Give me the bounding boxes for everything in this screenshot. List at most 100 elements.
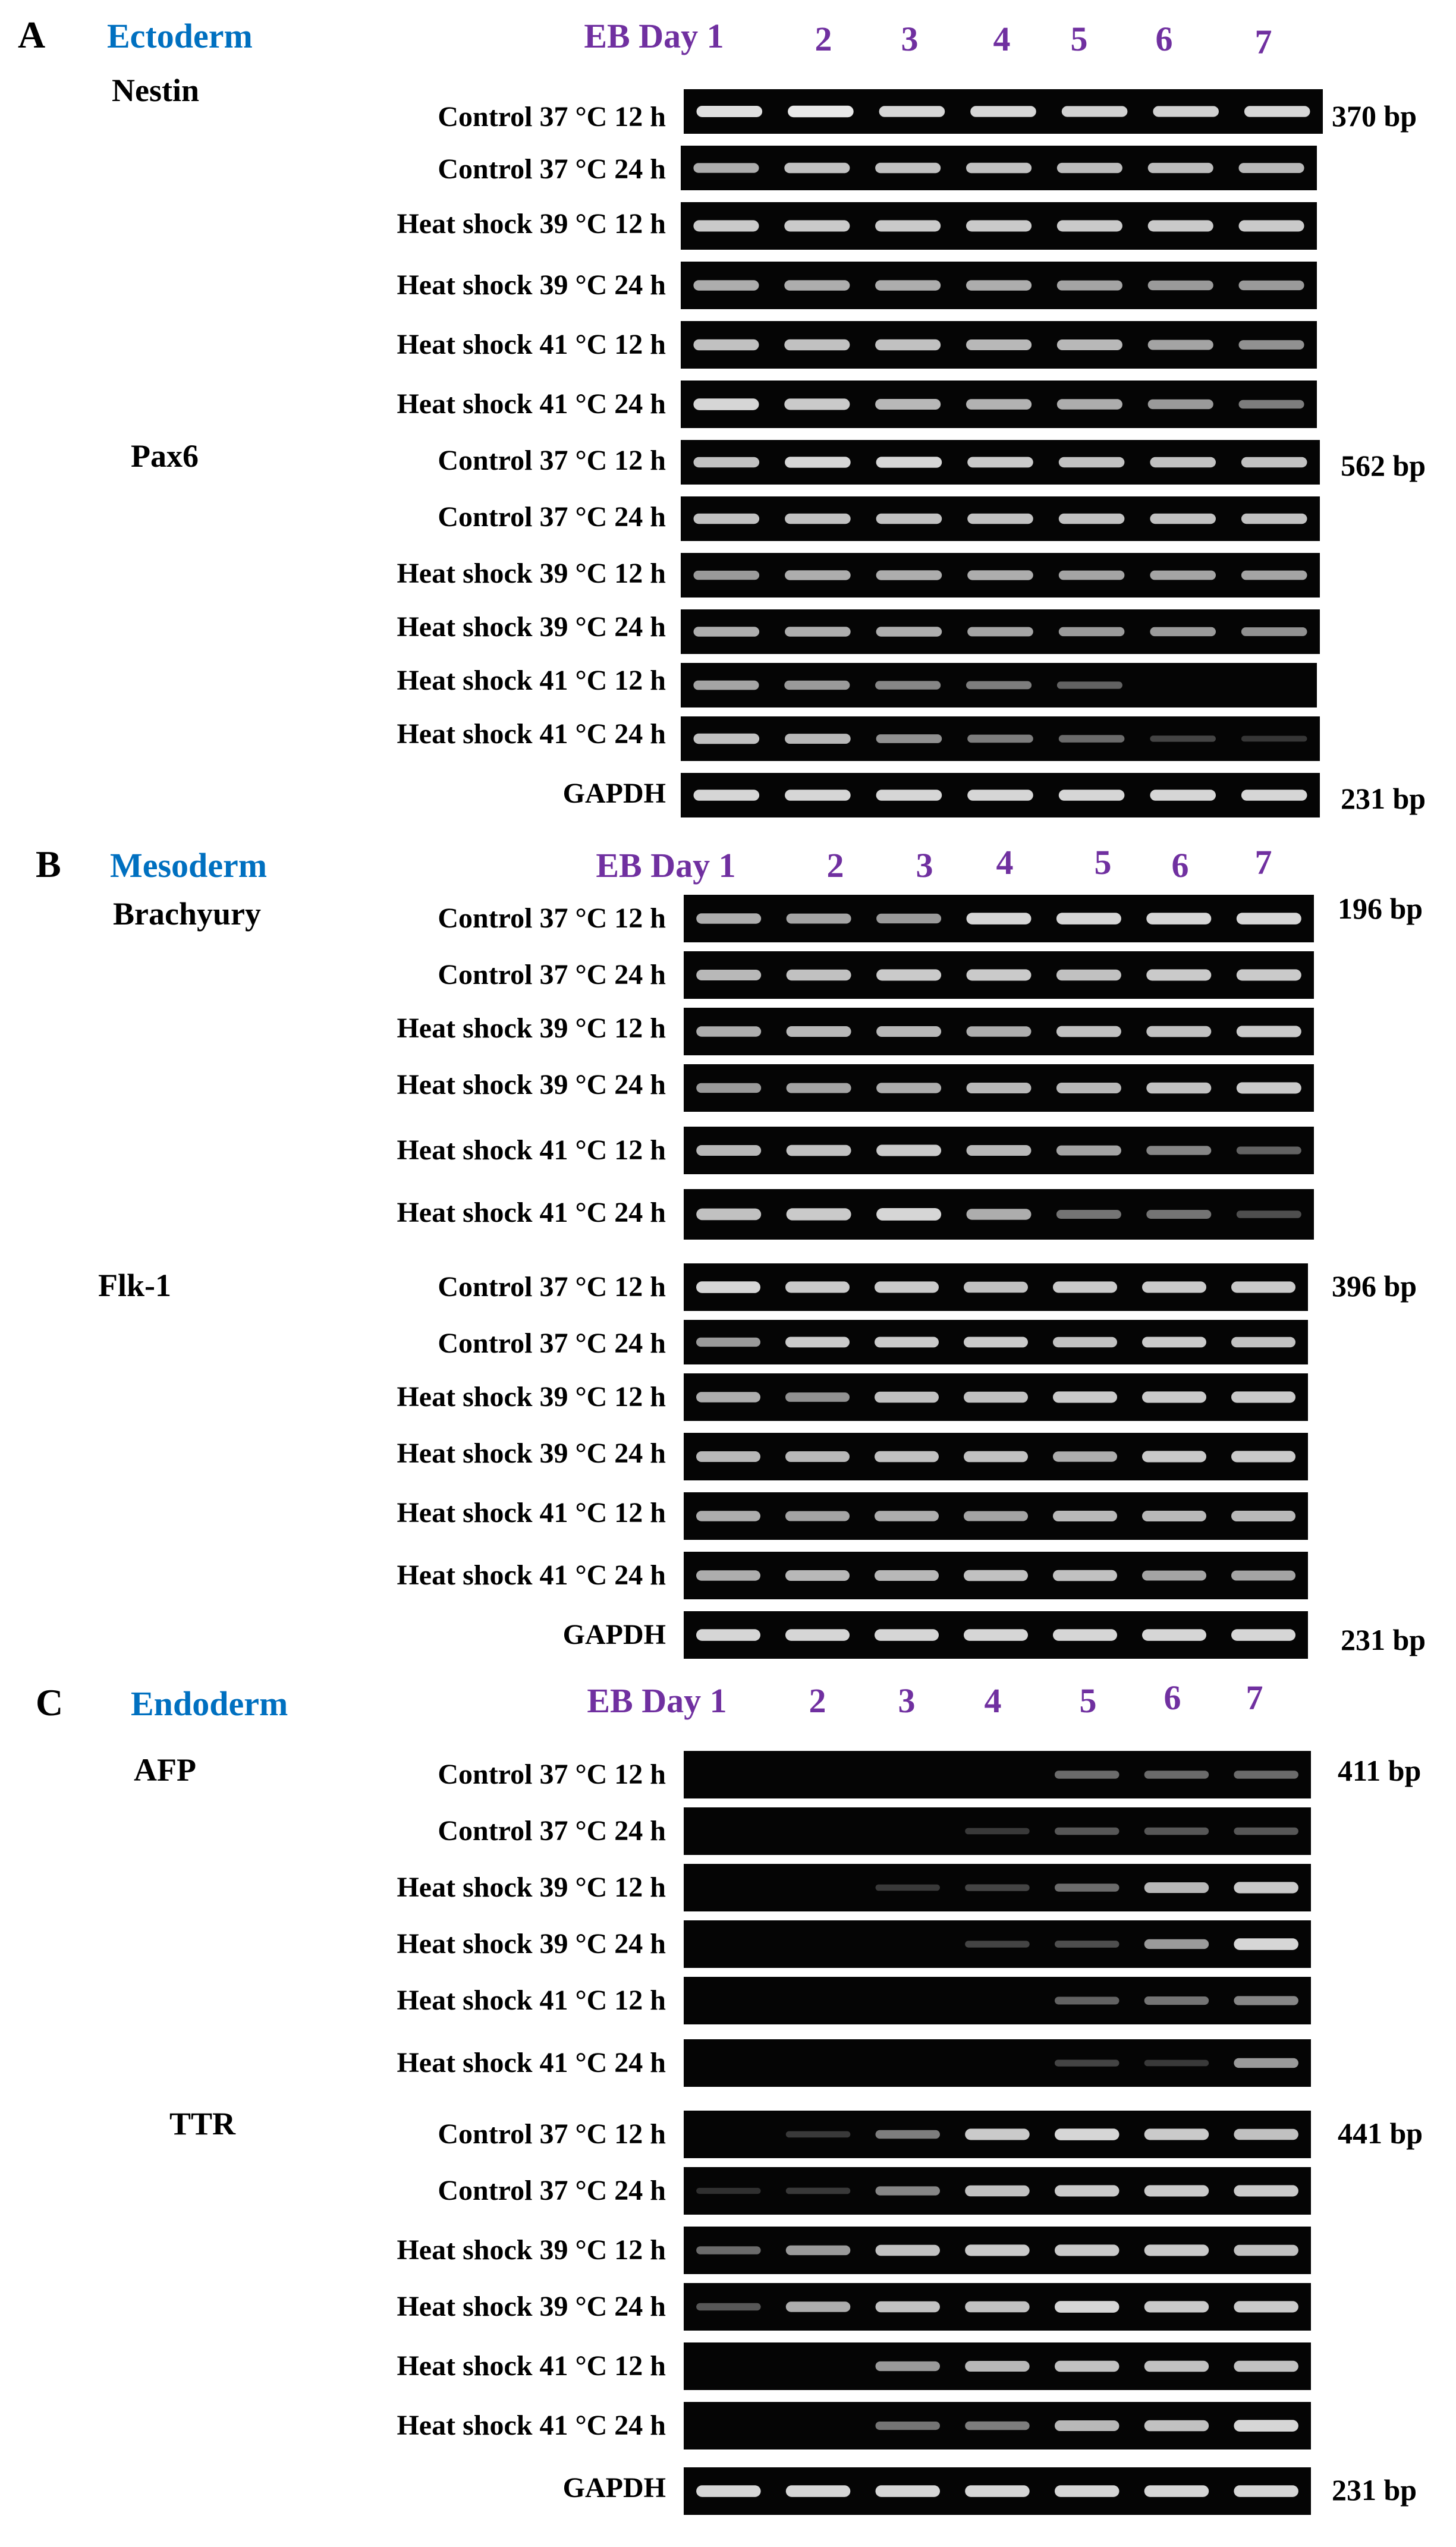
condition-label: Control 37 °C 12 h (438, 1759, 666, 1790)
gel-band (1144, 1771, 1209, 1779)
gene-label-pax6: Pax6 (131, 438, 199, 474)
gel-band (965, 2421, 1030, 2430)
gel-band (785, 1570, 850, 1581)
gel-band (693, 680, 759, 690)
gel-strip (684, 1920, 1311, 1968)
gel-band (1241, 457, 1307, 468)
gel-band (1231, 1281, 1295, 1293)
gapdh-label: GAPDH (563, 1619, 666, 1650)
gel-band (696, 2246, 761, 2254)
condition-label: Control 37 °C 24 h (438, 153, 666, 185)
size-label: 196 bp (1338, 892, 1423, 925)
gel-strip (684, 2283, 1311, 2331)
condition-label: Heat shock 39 °C 24 h (397, 2291, 666, 2322)
lane-label: 6 (1172, 846, 1189, 885)
gene-label-flk-1: Flk-1 (98, 1268, 171, 1303)
gel-band (1150, 735, 1216, 742)
gel-band (965, 2185, 1030, 2197)
gel-band (1144, 2360, 1209, 2372)
lane-label: EB Day 1 (596, 846, 735, 885)
germ-layer-title: Endoderm (131, 1684, 288, 1723)
gel-band (876, 913, 942, 924)
gel-band (964, 1451, 1028, 1463)
condition-label: Heat shock 39 °C 12 h (397, 1872, 666, 1903)
gel-band (876, 457, 942, 468)
gel-band (876, 627, 942, 637)
gel-band (785, 1511, 850, 1521)
gel-band (966, 280, 1032, 291)
panel-a: A Ectoderm Nestin Pax6 EB Day 1 2 3 4 5 … (18, 14, 1426, 817)
size-label: 441 bp (1338, 2117, 1423, 2150)
gel-band (696, 2187, 761, 2194)
gel-band (1056, 1210, 1121, 1219)
gapdh-label: GAPDH (563, 2472, 666, 2504)
gel-band (1055, 2244, 1119, 2256)
gel-band (1146, 1146, 1212, 1155)
gel-band (696, 1451, 760, 1462)
lane-labels: EB Day 1 2 3 4 5 6 7 (584, 17, 1272, 61)
size-labels: 196 bp 396 bp 231 bp (1332, 892, 1426, 1656)
gel-band (1058, 457, 1125, 468)
gel-band (965, 1828, 1030, 1835)
gel-band (875, 1570, 939, 1581)
gel-band (964, 1629, 1028, 1641)
gapdh-label: GAPDH (563, 778, 666, 809)
gel-band (696, 1281, 760, 1293)
gel-band (696, 913, 762, 924)
gel-band (1056, 969, 1121, 981)
gel-strip (681, 202, 1317, 250)
lane-label: EB Day 1 (584, 17, 724, 55)
condition-label: Control 37 °C 12 h (438, 1271, 666, 1303)
gel-band (1142, 1391, 1206, 1403)
gel-strips (684, 895, 1314, 1659)
gel-band (693, 457, 760, 468)
gel-band (965, 2301, 1030, 2313)
gel-band (1231, 1337, 1295, 1348)
gel-band (876, 790, 942, 801)
gel-strip (684, 895, 1314, 942)
gel-band (875, 2301, 940, 2313)
lane-label: EB Day 1 (587, 1681, 727, 1720)
gel-band (875, 220, 941, 232)
gel-band (1238, 220, 1304, 232)
gel-strip (681, 440, 1320, 485)
gel-band (1231, 1511, 1295, 1521)
gel-band (964, 1281, 1028, 1293)
gel-band (965, 1941, 1030, 1948)
gel-band (784, 162, 850, 174)
gel-strip (684, 2402, 1311, 2449)
gel-band (693, 163, 759, 173)
condition-label: Heat shock 39 °C 12 h (397, 1012, 666, 1044)
gel-band (1144, 2128, 1209, 2140)
gel-strip (684, 2039, 1311, 2087)
gel-band (1055, 2128, 1119, 2140)
gel-band (696, 1570, 760, 1581)
gel-band (876, 1083, 942, 1093)
condition-label: Control 37 °C 24 h (438, 1328, 666, 1359)
gel-band (785, 1451, 850, 1462)
gel-band (876, 1026, 942, 1037)
condition-label: Heat shock 41 °C 24 h (397, 388, 666, 420)
gel-band (1058, 627, 1125, 637)
gel-band (696, 1337, 760, 1347)
gel-band (1234, 1882, 1298, 1894)
gel-band (1234, 1996, 1298, 2005)
condition-label: Heat shock 41 °C 12 h (397, 1134, 666, 1166)
gel-band (696, 970, 762, 980)
condition-label: Control 37 °C 12 h (438, 101, 666, 133)
gel-band (1234, 2058, 1298, 2068)
gel-band (1053, 1570, 1117, 1581)
condition-labels: Control 37 °C 12 h Control 37 °C 24 h He… (397, 1759, 666, 2504)
gel-band (1234, 1771, 1298, 1779)
gel-band (1236, 969, 1301, 981)
gel-band (696, 1026, 762, 1037)
lane-labels: EB Day 1 2 3 4 5 6 7 (587, 1678, 1263, 1720)
gel-strip (684, 2227, 1311, 2274)
gel-band (876, 570, 942, 580)
gel-band (966, 681, 1032, 690)
condition-label: Heat shock 39 °C 24 h (397, 1069, 666, 1100)
gel-band (1150, 790, 1216, 801)
lane-label: 5 (1071, 20, 1088, 58)
gel-band (876, 969, 942, 981)
